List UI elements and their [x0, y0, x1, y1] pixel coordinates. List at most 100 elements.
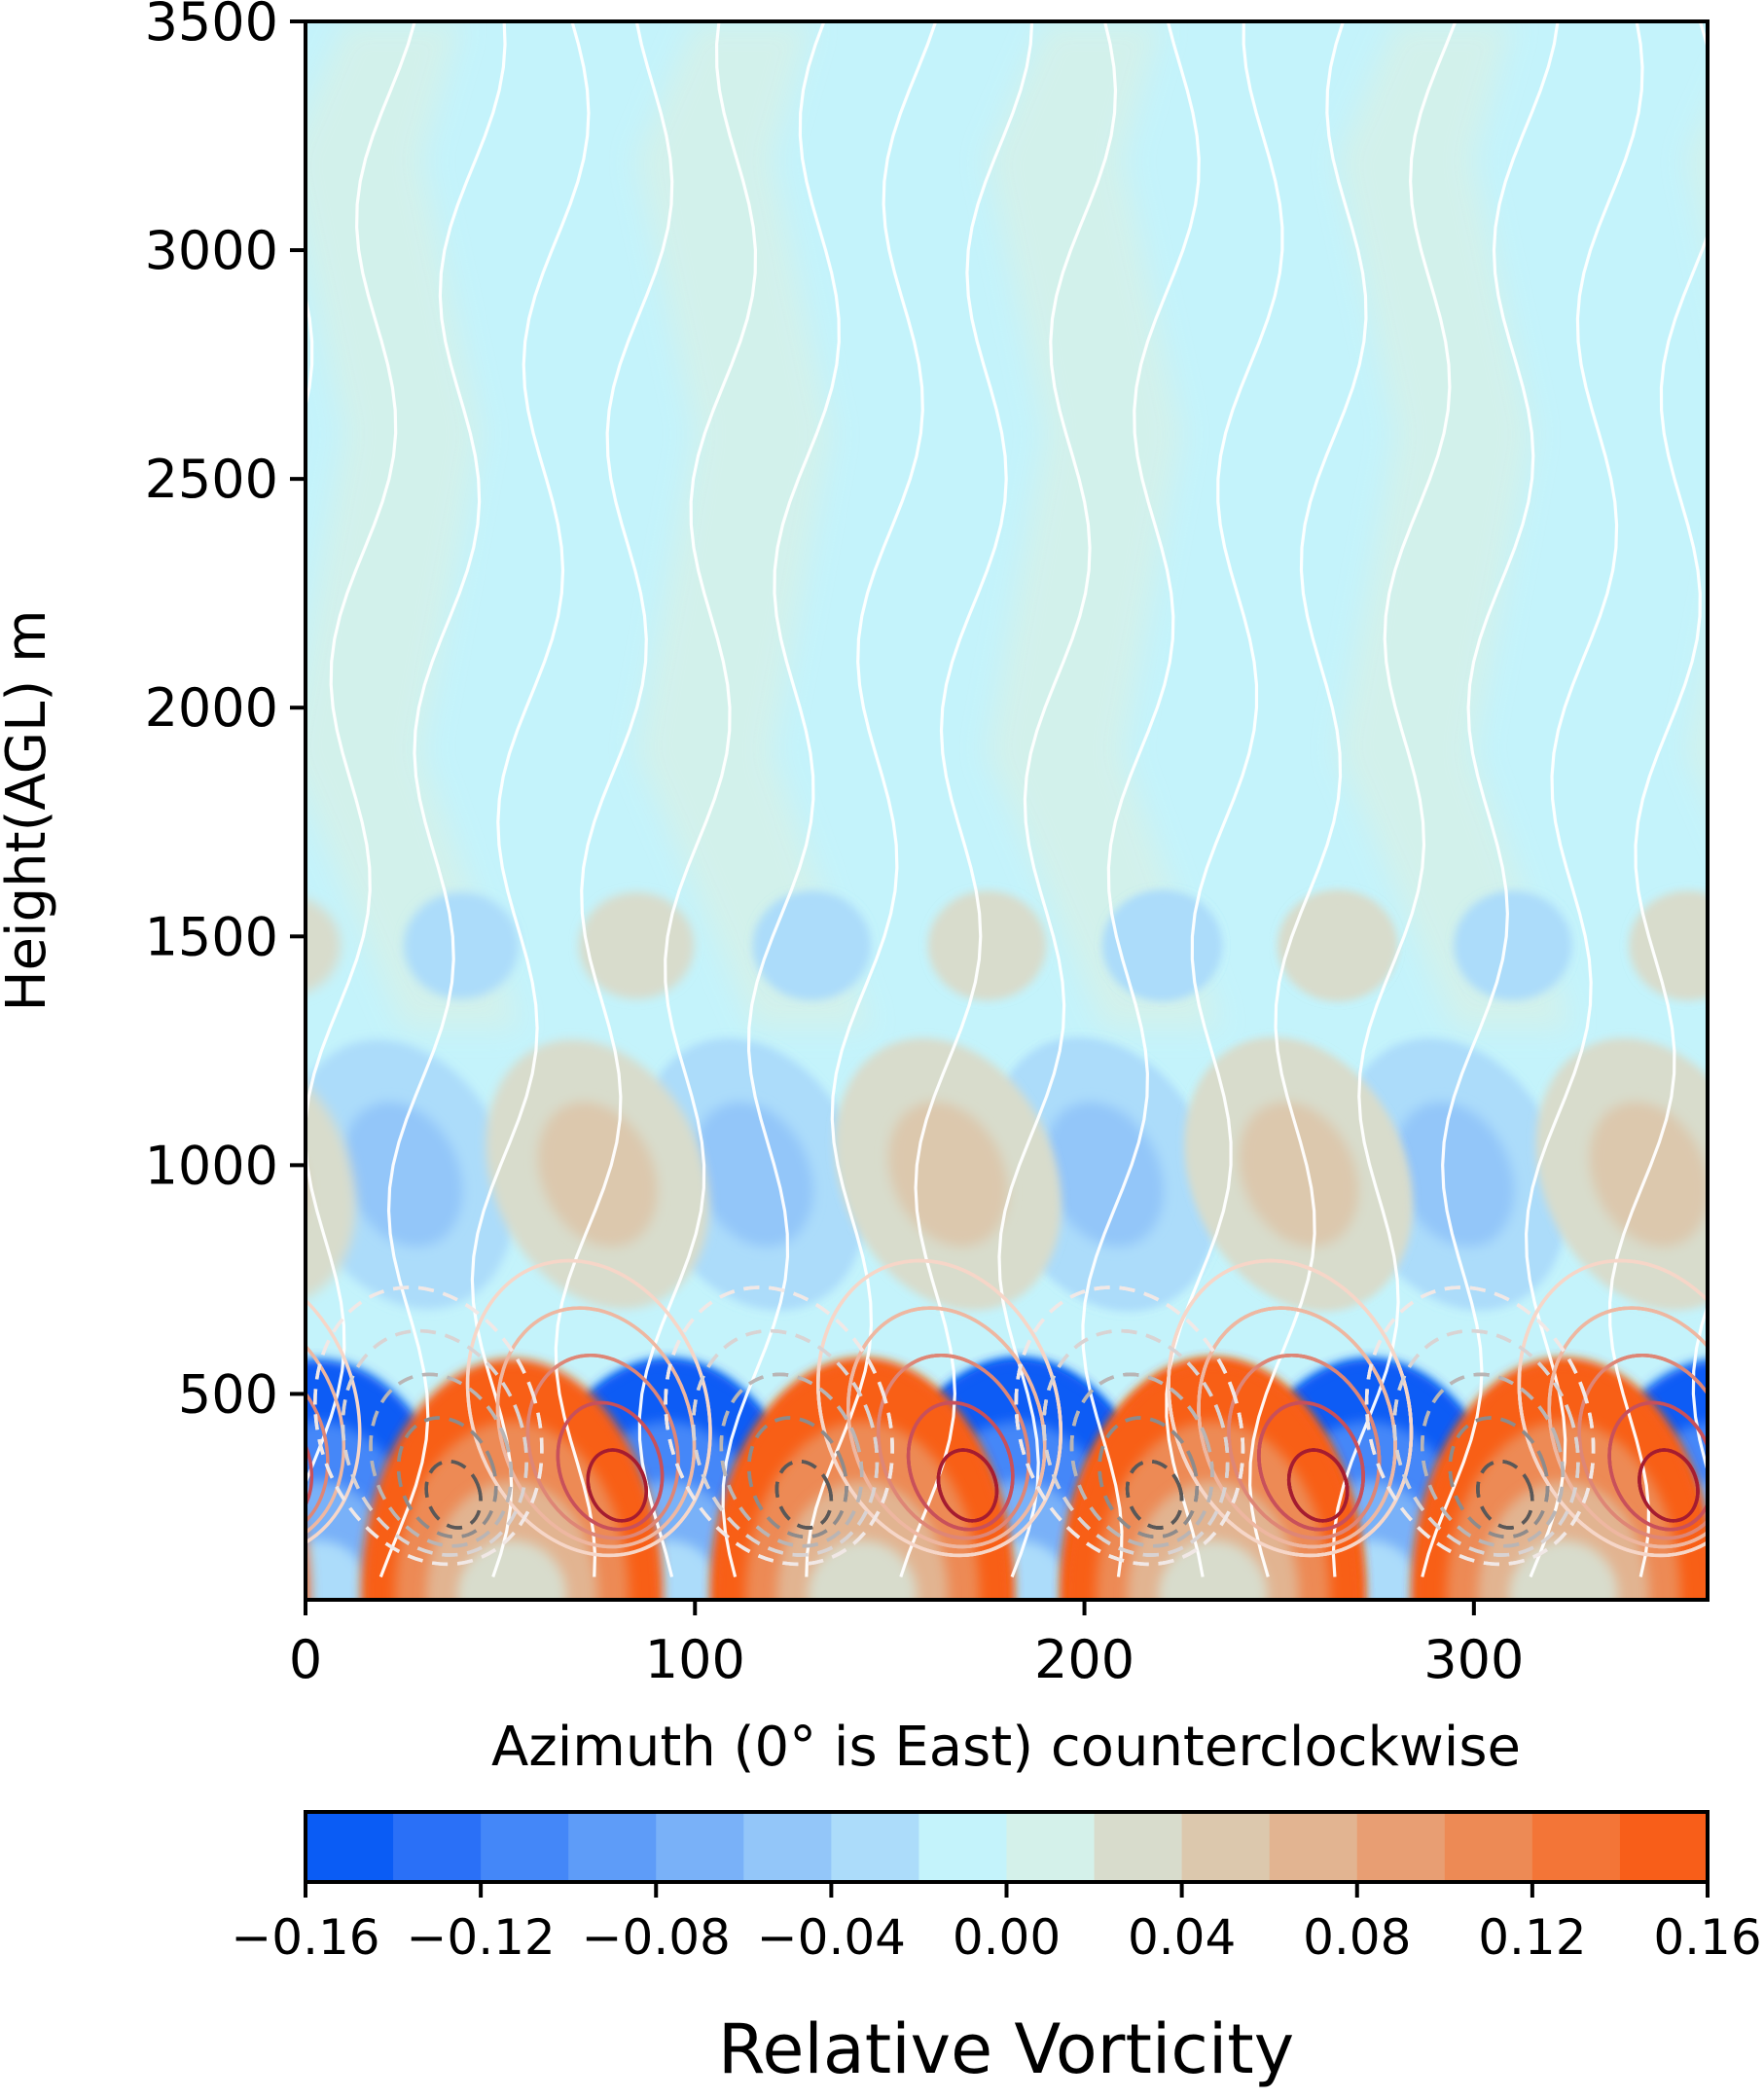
negative-contour — [424, 1459, 483, 1530]
vorticity-positive-surface — [457, 1539, 567, 1600]
vorticity-band — [987, 21, 1221, 1029]
vorticity-negative-blob — [1107, 894, 1217, 996]
positive-contour — [495, 1306, 697, 1549]
colorbar-tick-label: −0.16 — [231, 1909, 379, 1966]
y-axis: 500 1000 1500 2000 2500 3000 3500 — [145, 0, 306, 1425]
streamline — [1081, 21, 1201, 1577]
vorticity-negative-blob — [0, 1082, 134, 1266]
streamline — [721, 21, 841, 1577]
y-tick-label: 500 — [178, 1363, 278, 1425]
streamline — [1331, 21, 1458, 1577]
white-streamlines — [306, 21, 1708, 1578]
colorbar: −0.16 −0.12 −0.08 −0.04 0.00 0.04 0.08 0.12 0.16 — [231, 1810, 1762, 1966]
vorticity-positive-blob — [1633, 894, 1708, 996]
vorticity-positive-blob — [1239, 1102, 1359, 1248]
vorticity-field — [0, 21, 1708, 1829]
y-tick-label: 1500 — [145, 906, 278, 967]
vorticity-positive-surface — [808, 1539, 918, 1600]
colorbar-swatch — [743, 1812, 832, 1882]
vorticity-band — [636, 21, 871, 1029]
colorbar-swatch — [306, 1812, 394, 1882]
positive-contour — [1577, 1354, 1708, 1540]
positive-contour — [306, 1306, 346, 1549]
negative-contour — [0, 1255, 229, 1597]
y-axis-label: Height(AGL) m — [0, 609, 58, 1011]
vorticity-band — [306, 21, 521, 1029]
plot-frame — [304, 19, 1710, 1602]
colorbar-swatch — [831, 1812, 919, 1882]
vorticity-positive-blob — [537, 1102, 658, 1248]
x-axis: 0 100 200 300 — [289, 1600, 1524, 1690]
x-tick-label: 0 — [289, 1629, 322, 1690]
negative-contour — [1364, 1285, 1596, 1567]
x-tick-label: 100 — [645, 1629, 745, 1690]
negative-contour — [0, 1355, 184, 1566]
positive-contour — [846, 1306, 1047, 1549]
negative-contour — [32, 1404, 162, 1551]
vorticity-negative-surface — [0, 1422, 84, 1769]
colorbar-tick-label: 0.08 — [1303, 1909, 1411, 1966]
vorticity-positive-blob — [1282, 894, 1392, 996]
negative-contour — [664, 1285, 894, 1567]
negative-contour — [747, 1416, 848, 1539]
x-tick-label: 300 — [1423, 1629, 1524, 1690]
colorbar-swatch — [1094, 1812, 1183, 1882]
streamline — [1524, 21, 1644, 1578]
negative-contour — [1392, 1328, 1580, 1557]
negative-contour — [67, 1454, 139, 1536]
vorticity-band — [1687, 113, 1708, 800]
streamline — [1421, 21, 1560, 1577]
negative-contour — [719, 1372, 864, 1548]
vorticity-negative-blob — [1044, 1102, 1164, 1248]
vorticity-positive-surface — [107, 1540, 216, 1650]
vorticity-contours — [0, 1255, 1764, 1597]
negative-contour — [0, 1305, 206, 1581]
colorbar-tick-label: 0.12 — [1478, 1909, 1586, 1966]
colorbar-swatch — [1356, 1812, 1446, 1882]
colorbar-swatch — [1181, 1812, 1271, 1882]
positive-contour — [1287, 1448, 1350, 1523]
y-tick-label: 2000 — [145, 677, 278, 739]
colorbar-tick-label: 0.04 — [1128, 1909, 1236, 1966]
vorticity-negative-blob — [1394, 1102, 1515, 1248]
streamline — [637, 21, 758, 1577]
streamline — [1248, 21, 1368, 1577]
vorticity-positive-surface — [1158, 1539, 1268, 1600]
vorticity-negative-blob — [1458, 894, 1567, 996]
vorticity-positive-blob — [306, 898, 342, 993]
vorticity-positive-surface — [45, 1422, 278, 1769]
negative-contour — [1749, 1355, 1764, 1566]
colorbar-tick-label: 0.16 — [1653, 1909, 1761, 1966]
vorticity-negative-blob — [342, 1102, 463, 1248]
vorticity-negative-surface — [0, 1362, 115, 1829]
colorbar-ticks: −0.16 −0.12 −0.08 −0.04 0.00 0.04 0.08 0.12 0.16 — [231, 1882, 1762, 1966]
negative-contour — [1125, 1459, 1184, 1530]
y-tick-label: 1000 — [145, 1135, 278, 1196]
vorticity-negative-surface — [306, 1539, 373, 1600]
colorbar-title: Relative Vorticity — [718, 2009, 1294, 2089]
colorbar-tick-label: −0.08 — [582, 1909, 731, 1966]
vorticity-positive-surface — [1508, 1539, 1618, 1600]
vorticity-negative-surface — [0, 1540, 21, 1650]
negative-contour — [369, 1372, 514, 1548]
streamline — [306, 21, 416, 1487]
negative-contour — [691, 1328, 880, 1557]
streamline — [1691, 1301, 1708, 1476]
colorbar-tick-label: 0.00 — [953, 1909, 1061, 1966]
positive-contour — [876, 1354, 1031, 1540]
y-tick-label: 3000 — [145, 220, 278, 281]
positive-contour — [1167, 1258, 1414, 1558]
negative-contour — [313, 1285, 544, 1567]
negative-contour — [396, 1416, 498, 1539]
vorticity-band — [1337, 21, 1571, 1029]
vorticity-positive-surface — [76, 1481, 247, 1710]
y-tick-label: 3500 — [145, 0, 278, 53]
y-tick-label: 2500 — [145, 449, 278, 510]
negative-contour — [1476, 1459, 1534, 1530]
positive-contour — [1517, 1258, 1708, 1558]
negative-contour — [1714, 1305, 1764, 1581]
negative-contour — [774, 1459, 834, 1530]
positive-contour — [525, 1354, 680, 1540]
x-tick-label: 200 — [1034, 1629, 1134, 1690]
